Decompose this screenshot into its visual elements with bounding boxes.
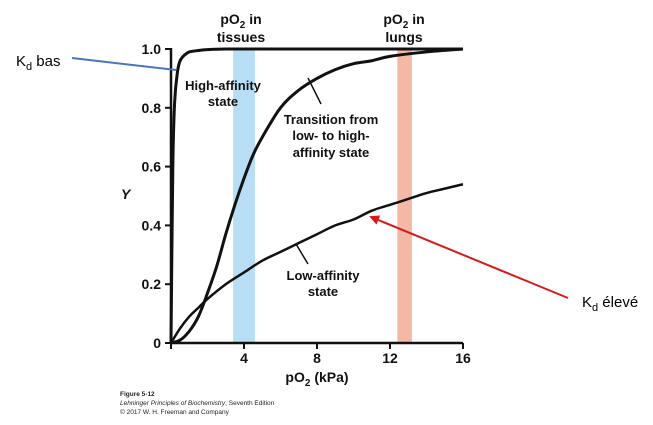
figure-number: Figure 5-12 [120, 391, 155, 398]
binding-curves [169, 47, 464, 345]
tissues-band-label-line2: tissues [217, 29, 265, 45]
transition-curve [170, 47, 464, 345]
transition-label: Transition from [284, 112, 379, 127]
kd-low-arrow [71, 57, 177, 71]
lungs-band-label-line2: lungs [385, 29, 423, 45]
kd-high-arrow [369, 215, 569, 299]
low-affinity-curve [169, 183, 464, 344]
low-affinity-label: Low-affinity [287, 268, 361, 283]
y-tick-label: 1.0 [142, 41, 162, 57]
y-tick-label: 0 [153, 335, 161, 351]
x-ticks: 4 8 12 16 [170, 343, 471, 366]
y-axis-label: Y [121, 186, 132, 202]
tissues-band-label: pO2 in [220, 11, 261, 31]
y-ticks: 0 0.2 0.4 0.6 0.8 1.0 [142, 41, 171, 351]
x-tick-label: 4 [240, 350, 248, 366]
y-tick-label: 0.2 [142, 276, 162, 292]
x-tick-label: 16 [455, 350, 471, 366]
copyright-line: © 2017 W. H. Freeman and Company [120, 408, 230, 416]
x-tick-label: 8 [313, 350, 321, 366]
transition-label-line2: low- to high- [292, 128, 369, 143]
low-affinity-leader-line [295, 243, 309, 265]
high-affinity-curve [169, 47, 463, 344]
y-tick-label: 0.8 [142, 100, 162, 116]
low-affinity-label-line2: state [308, 284, 338, 299]
transition-leader-line [307, 77, 322, 105]
y-tick-label: 0.4 [142, 217, 162, 233]
y-tick-label: 0.6 [142, 159, 162, 175]
lungs-band-label: pO2 in [383, 11, 424, 31]
high-affinity-label-line2: state [208, 94, 238, 109]
book-citation: Lehninger Principles of Biochemistry, Se… [120, 400, 275, 407]
x-axis-label: pO2 (kPa) [285, 369, 348, 389]
high-affinity-label: High-affinity [185, 78, 262, 93]
kd-high-label: Kd élevé [582, 294, 638, 314]
lungs-band [397, 48, 412, 343]
x-tick-label: 12 [382, 350, 398, 366]
kd-low-label: Kd bas [16, 53, 61, 73]
transition-label-line3: affinity state [293, 145, 370, 160]
